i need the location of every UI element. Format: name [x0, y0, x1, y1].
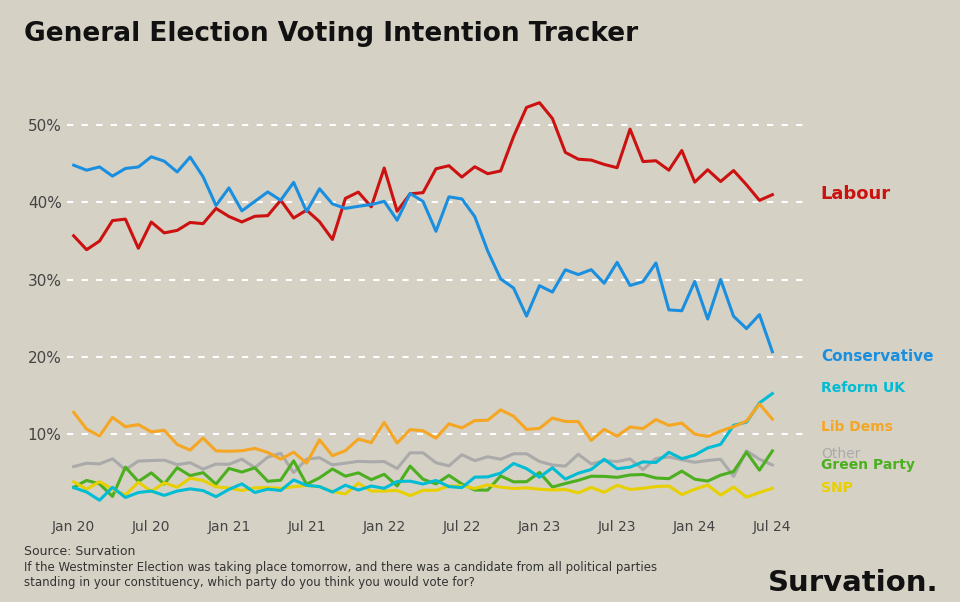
Text: Reform UK: Reform UK: [821, 381, 904, 395]
Text: Conservative: Conservative: [821, 349, 933, 364]
Text: Source: Survation: Source: Survation: [24, 545, 135, 558]
Text: Other: Other: [821, 447, 860, 461]
Text: General Election Voting Intention Tracker: General Election Voting Intention Tracke…: [24, 21, 638, 47]
Text: Lib Dems: Lib Dems: [821, 420, 893, 433]
Text: Labour: Labour: [821, 185, 891, 203]
Text: Green Party: Green Party: [821, 458, 915, 472]
Text: If the Westminster Election was taking place tomorrow, and there was a candidate: If the Westminster Election was taking p…: [24, 561, 658, 589]
Text: Survation.: Survation.: [768, 569, 939, 597]
Text: SNP: SNP: [821, 482, 852, 495]
